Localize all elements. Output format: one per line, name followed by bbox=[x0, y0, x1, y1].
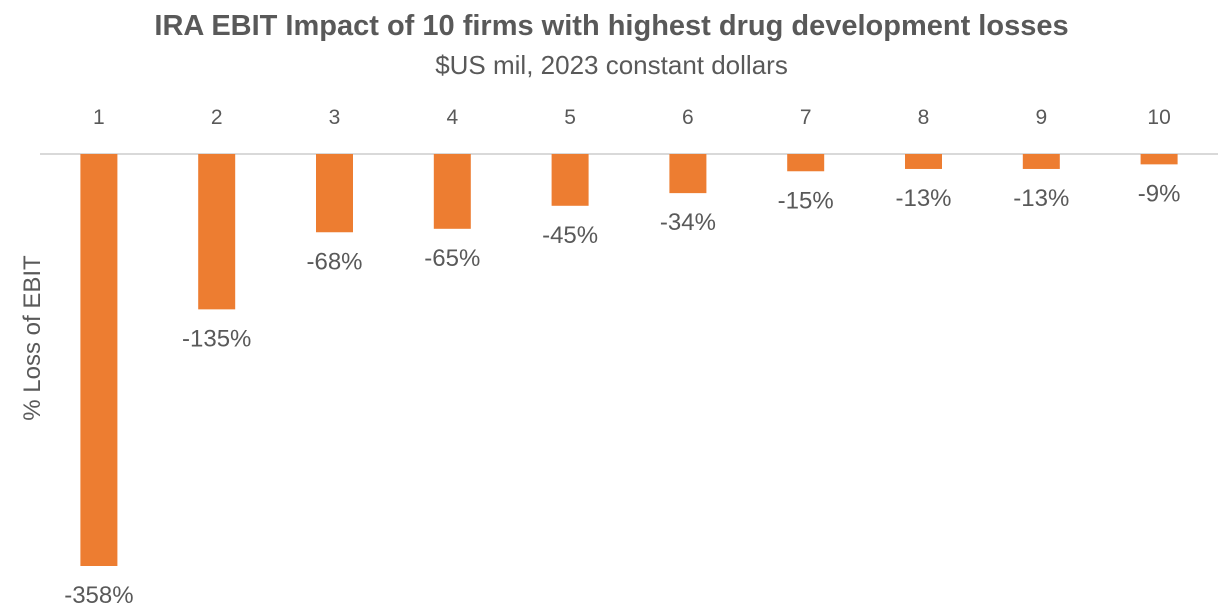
bar-7 bbox=[787, 154, 825, 172]
x-tick-label: 3 bbox=[329, 106, 341, 129]
data-label: -65% bbox=[424, 245, 480, 272]
data-label: -358% bbox=[64, 582, 133, 609]
data-label: -9% bbox=[1138, 180, 1181, 207]
x-tick-label: 5 bbox=[564, 106, 576, 129]
bar-6 bbox=[669, 154, 707, 194]
bar-2 bbox=[198, 154, 236, 310]
bar-10 bbox=[1140, 154, 1178, 165]
data-label: -15% bbox=[778, 187, 834, 214]
x-tick-label: 1 bbox=[93, 106, 105, 129]
bar-9 bbox=[1022, 154, 1060, 169]
bars-layer bbox=[80, 154, 1178, 566]
y-axis-title: % Loss of EBIT bbox=[19, 255, 46, 421]
bar-5 bbox=[551, 154, 589, 206]
x-tick-label: 7 bbox=[800, 106, 812, 129]
x-tick-label: 2 bbox=[211, 106, 223, 129]
x-tick-label: 9 bbox=[1035, 106, 1047, 129]
bar-8 bbox=[905, 154, 942, 169]
bar-4 bbox=[433, 154, 471, 229]
data-label: -13% bbox=[1013, 185, 1069, 212]
chart-title: IRA EBIT Impact of 10 firms with highest… bbox=[154, 10, 1069, 42]
data-label: -13% bbox=[895, 185, 951, 212]
data-label: -34% bbox=[660, 209, 716, 236]
data-label: -135% bbox=[182, 325, 251, 352]
x-tick-label: 10 bbox=[1147, 106, 1170, 129]
data-label: -68% bbox=[306, 248, 362, 275]
category-tick-labels: 1 2 3 4 5 6 7 8 9 10 bbox=[93, 106, 1171, 129]
x-tick-label: 4 bbox=[446, 106, 458, 129]
bar-3 bbox=[316, 154, 353, 233]
chart-subtitle: $US mil, 2023 constant dollars bbox=[435, 50, 788, 80]
data-labels: -358% -135% -68% -65% -45% -34% -15% -13% -13% -9… bbox=[64, 180, 1180, 609]
x-tick-label: 6 bbox=[682, 106, 694, 129]
data-label: -45% bbox=[542, 222, 598, 249]
bar-1 bbox=[80, 154, 118, 566]
x-tick-label: 8 bbox=[918, 106, 930, 129]
